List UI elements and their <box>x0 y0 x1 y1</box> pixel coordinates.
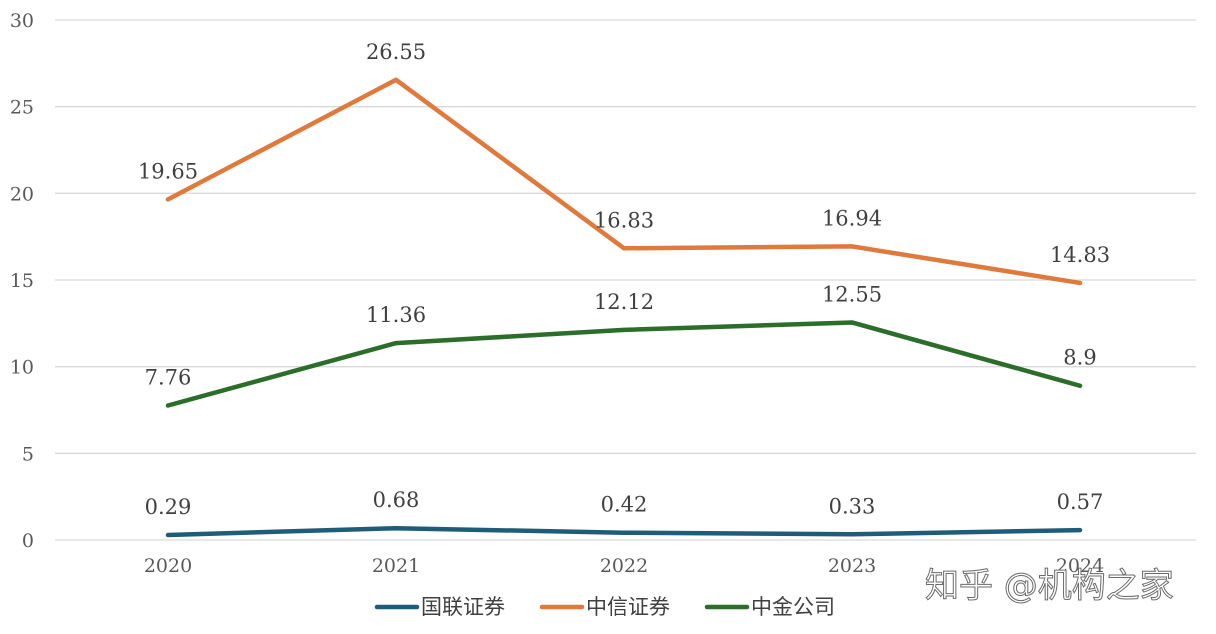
legend-label: 中金公司 <box>751 595 835 619</box>
x-axis-ticks: 2020 2021 2022 2023 2024 <box>144 555 1104 577</box>
data-label: 16.94 <box>822 206 882 230</box>
data-label: 12.12 <box>594 290 654 314</box>
series-line-0 <box>165 525 1083 538</box>
data-label: 16.83 <box>594 208 654 232</box>
x-tick-label: 2020 <box>144 555 192 577</box>
data-label: 8.9 <box>1063 346 1096 370</box>
y-tick-label: 25 <box>10 97 34 119</box>
x-tick-label: 2024 <box>1056 555 1104 577</box>
data-label: 0.57 <box>1057 490 1104 514</box>
x-tick-label: 2022 <box>600 555 648 577</box>
data-label: 11.36 <box>366 303 426 327</box>
data-label: 7.76 <box>145 365 192 389</box>
y-tick-label: 0 <box>22 530 34 552</box>
series-lines <box>165 77 1083 538</box>
y-tick-label: 20 <box>10 183 34 205</box>
x-tick-label: 2021 <box>372 555 420 577</box>
data-label: 0.42 <box>601 493 648 517</box>
legend-label: 国联证券 <box>421 595 505 619</box>
data-label: 14.83 <box>1050 243 1110 267</box>
y-axis-ticks: 0 5 10 15 20 25 30 <box>10 10 34 552</box>
data-label: 0.33 <box>829 494 876 518</box>
y-tick-label: 30 <box>10 10 34 32</box>
watermark: 知乎 @机构之家 <box>925 566 1174 606</box>
data-labels: 0.29 0.68 0.42 0.33 0.57 19.65 26.55 16.83 16.94… <box>138 40 1110 519</box>
data-label: 19.65 <box>138 159 198 183</box>
x-tick-label: 2023 <box>828 555 876 577</box>
legend: 国联证券 中信证券 中金公司 <box>374 595 835 619</box>
y-tick-label: 5 <box>22 443 34 465</box>
data-label: 0.29 <box>145 495 192 519</box>
data-label: 26.55 <box>366 40 426 64</box>
legend-label: 中信证券 <box>586 595 670 619</box>
series-line-1 <box>165 77 1083 286</box>
gridlines <box>55 19 1196 541</box>
series-line-2 <box>165 320 1083 408</box>
data-label: 0.68 <box>373 488 420 512</box>
data-label: 12.55 <box>822 282 882 306</box>
y-tick-label: 10 <box>10 357 34 379</box>
y-tick-label: 15 <box>10 270 34 292</box>
